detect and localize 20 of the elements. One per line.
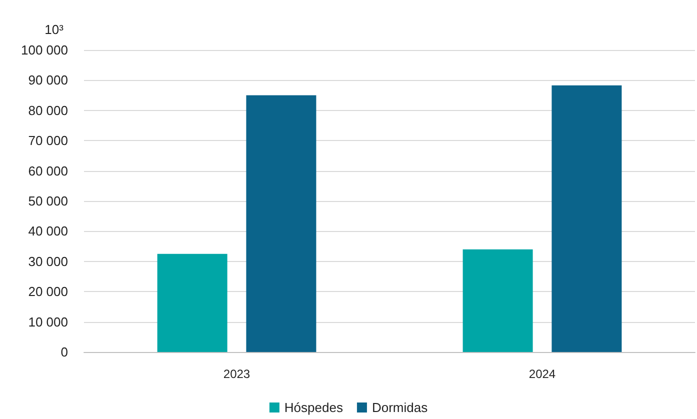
legend-label: Dormidas (372, 400, 428, 415)
legend-label: Hóspedes (284, 400, 344, 415)
y-tick-label: 100 000 (21, 42, 68, 58)
y-tick-label: 60 000 (28, 163, 68, 178)
y-tick-label: 0 (60, 344, 68, 360)
y-tick-label: 10 000 (28, 314, 68, 330)
x-tick-label: 2023 (223, 367, 250, 381)
y-axis-title: 10³ (44, 22, 64, 37)
y-tick-label: 30 000 (28, 254, 68, 269)
y-tick-label: 90 000 (28, 72, 68, 88)
x-tick-label: 2024 (528, 367, 556, 381)
bar (552, 85, 622, 352)
y-tick-label: 80 000 (28, 102, 68, 118)
bar (246, 95, 316, 352)
bar (462, 249, 533, 352)
y-tick-label: 50 000 (28, 194, 68, 208)
y-tick-label: 40 000 (28, 224, 68, 239)
bar (157, 254, 228, 352)
y-tick-label: 70 000 (28, 133, 68, 148)
y-tick-label: 20 000 (28, 284, 68, 300)
